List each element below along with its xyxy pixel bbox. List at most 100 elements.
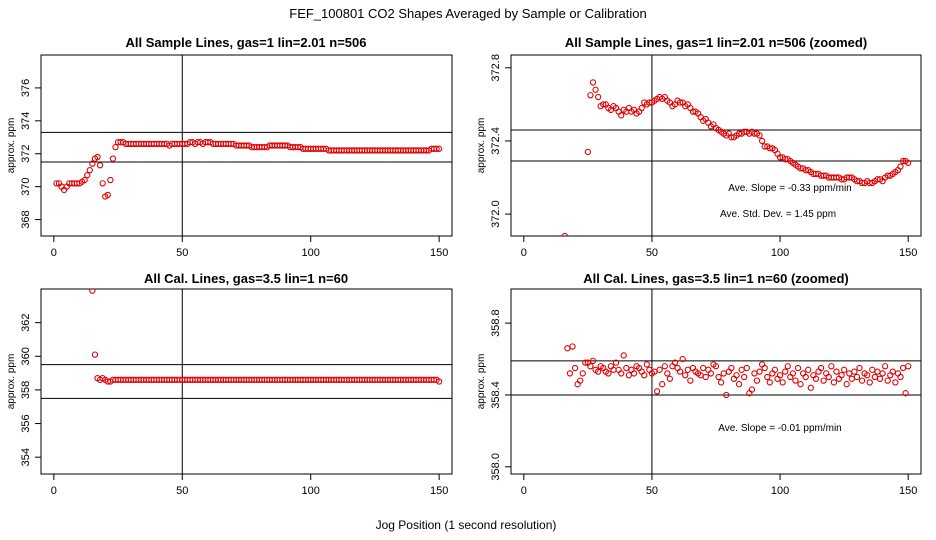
data-point — [615, 108, 622, 115]
data-point — [723, 391, 730, 399]
data-point — [577, 377, 584, 384]
y-tick-label: 356 — [20, 414, 32, 432]
data-point — [638, 104, 645, 112]
data-point — [587, 363, 594, 370]
plot-frame — [40, 54, 453, 237]
data-point — [594, 93, 602, 101]
data-point — [676, 99, 684, 106]
data-point — [753, 377, 761, 384]
data-point — [112, 143, 119, 151]
y-tick-label: 372.8 — [490, 54, 502, 82]
data-point — [707, 370, 715, 377]
chart-title: All Cal. Lines, gas=3.5 lin=1 n=60 (zoom… — [583, 271, 849, 286]
data-point — [436, 378, 443, 385]
data-point — [858, 377, 866, 384]
x-tick-label: 0 — [51, 485, 57, 497]
data-point — [661, 363, 668, 370]
data-point — [605, 370, 612, 377]
data-point — [761, 364, 768, 372]
chart-panel-1: All Sample Lines, gas=1 lin=2.01 n=506 0 5… — [6, 35, 453, 259]
data-point — [892, 379, 899, 386]
data-point — [569, 343, 576, 350]
page-title: FEF_100801 CO2 Shapes Averaged by Sample… — [289, 6, 646, 21]
data-point — [820, 377, 827, 384]
data-point — [579, 370, 586, 377]
data-point — [643, 361, 650, 368]
data-point — [902, 390, 909, 397]
x-tick-label: 0 — [521, 485, 527, 497]
x-tick-label: 150 — [899, 485, 917, 497]
data-point — [96, 162, 104, 169]
y-tick-label: 358.8 — [490, 309, 502, 337]
data-point — [807, 384, 814, 391]
data-point — [582, 359, 589, 366]
data-point — [625, 104, 633, 112]
data-point — [830, 379, 838, 386]
data-point — [756, 368, 763, 375]
data-point — [758, 137, 766, 145]
y-tick-label: 358.4 — [490, 381, 502, 409]
data-point — [871, 373, 879, 381]
data-point — [817, 364, 825, 372]
x-tick-label: 50 — [646, 485, 658, 497]
data-point — [653, 388, 661, 395]
data-point — [676, 368, 684, 375]
data-point — [764, 373, 771, 381]
y-tick-label: 358.0 — [490, 453, 502, 481]
data-point — [682, 372, 689, 379]
panels: All Sample Lines, gas=1 lin=2.01 n=506 0 5… — [6, 35, 922, 497]
data-point — [561, 232, 568, 236]
data-point — [766, 379, 773, 386]
x-tick-label: 50 — [176, 247, 188, 259]
data-point — [84, 171, 91, 179]
data-point — [782, 368, 789, 375]
data-point — [671, 359, 679, 366]
y-tick-label: 372 — [20, 145, 32, 163]
x-tick-label: 0 — [521, 247, 527, 259]
annotation: Ave. Slope = -0.01 ppm/min — [718, 423, 842, 434]
data-point — [843, 381, 850, 388]
data-point — [876, 375, 884, 382]
y-tick-label: 372.4 — [490, 127, 502, 155]
data-points — [53, 139, 443, 200]
data-point — [897, 163, 904, 170]
plot-frame — [510, 54, 922, 237]
data-point — [99, 180, 106, 187]
data-point — [812, 375, 820, 382]
x-tick-label: 150 — [430, 247, 448, 259]
data-point — [666, 375, 674, 382]
data-point — [779, 379, 786, 386]
data-point — [864, 372, 871, 379]
data-point — [679, 355, 686, 363]
data-point — [618, 370, 625, 377]
chart-panel-4: All Cal. Lines, gas=3.5 lin=1 n=60 (zoom… — [476, 271, 922, 497]
x-tick-label: 0 — [51, 247, 57, 259]
data-point — [684, 366, 691, 373]
data-point — [874, 368, 881, 375]
data-point — [848, 375, 855, 382]
data-point — [91, 351, 99, 358]
data-point — [869, 366, 876, 373]
data-point — [697, 114, 704, 121]
y-tick-label: 358 — [20, 381, 32, 399]
data-point — [630, 370, 638, 377]
data-point — [846, 370, 853, 377]
data-point — [797, 381, 804, 388]
y-axis-label: approx. ppm — [476, 354, 487, 410]
data-point — [641, 372, 648, 379]
data-point — [735, 381, 743, 388]
plot-frame — [40, 288, 453, 475]
y-tick-label: 368 — [20, 210, 32, 228]
data-point — [756, 132, 763, 139]
data-point — [712, 363, 720, 370]
data-point — [802, 373, 809, 381]
x-tick-label: 50 — [646, 247, 658, 259]
data-point — [89, 289, 96, 294]
data-point — [792, 377, 799, 384]
data-point — [81, 176, 88, 184]
data-point — [436, 145, 443, 152]
y-tick-label: 360 — [20, 347, 32, 365]
y-tick-label: 354 — [20, 448, 32, 466]
data-point — [664, 370, 671, 377]
data-point — [564, 345, 571, 352]
